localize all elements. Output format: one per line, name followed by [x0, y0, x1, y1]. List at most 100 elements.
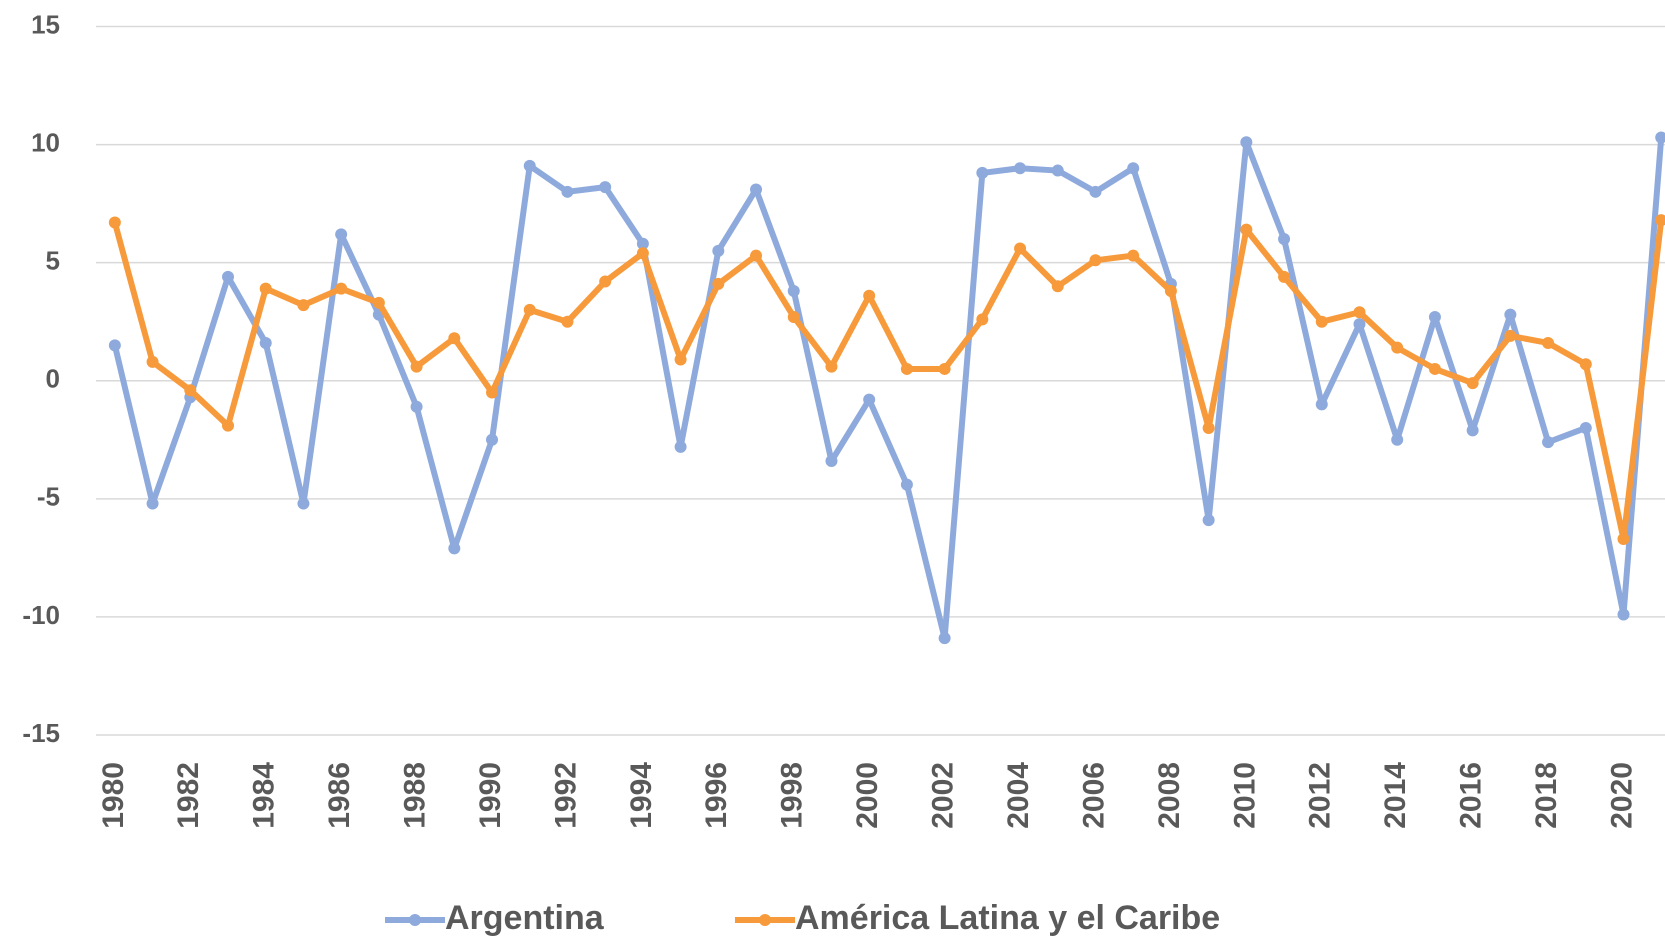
data-point: [1089, 254, 1102, 267]
data-point: [1504, 329, 1517, 342]
data-point: [1579, 421, 1592, 434]
series-line: [111, 219, 1665, 542]
x-tick-label: 2010: [1228, 762, 1261, 829]
data-point: [410, 400, 423, 413]
legend-marker: [759, 914, 771, 926]
data-point: [825, 455, 838, 468]
data-point: [372, 296, 385, 309]
x-tick-label: 2012: [1304, 762, 1337, 829]
data-point: [863, 393, 876, 406]
data-point: [1127, 162, 1140, 175]
x-tick-label: 1984: [248, 762, 281, 829]
y-tick-label: 5: [46, 246, 60, 276]
data-point: [297, 497, 310, 510]
data-point: [599, 181, 612, 194]
data-point: [1202, 421, 1215, 434]
data-point: [787, 285, 800, 298]
data-point: [1240, 136, 1253, 149]
x-tick-label: 1982: [172, 762, 205, 829]
data-point: [1466, 377, 1479, 390]
data-point: [222, 419, 235, 432]
data-point: [335, 282, 348, 295]
data-point: [335, 228, 348, 241]
y-tick-label: 0: [46, 364, 60, 394]
data-point: [1315, 398, 1328, 411]
y-tick-label: 15: [31, 9, 60, 39]
x-tick-label: 1994: [625, 762, 658, 829]
data-point: [636, 247, 649, 260]
x-tick-label: 2006: [1077, 762, 1110, 829]
data-point: [1466, 424, 1479, 437]
x-tick-label: 1986: [323, 762, 356, 829]
data-point: [108, 339, 121, 352]
data-point: [410, 360, 423, 373]
data-point: [523, 159, 536, 172]
x-tick-label: 1988: [399, 762, 432, 829]
data-point: [523, 303, 536, 316]
data-point: [1617, 608, 1630, 621]
data-point: [1391, 433, 1404, 446]
data-point: [976, 166, 989, 179]
x-tick-label: 2000: [851, 762, 884, 829]
x-tick-label: 1992: [549, 762, 582, 829]
data-point: [108, 216, 121, 229]
data-point: [712, 277, 725, 290]
y-tick-label: -10: [22, 600, 60, 630]
data-point: [1240, 223, 1253, 236]
x-tick-label: 2014: [1379, 762, 1412, 829]
data-point: [938, 362, 951, 375]
data-point: [1014, 162, 1027, 175]
data-point: [900, 478, 913, 491]
data-point: [636, 237, 649, 250]
data-point: [297, 299, 310, 312]
data-point: [1655, 131, 1665, 144]
data-point: [674, 440, 687, 453]
data-point: [1014, 242, 1027, 255]
data-point: [1542, 336, 1555, 349]
x-tick-label: 2002: [927, 762, 960, 829]
data-point: [674, 353, 687, 366]
series-line: [111, 137, 1665, 642]
x-tick-label: 2016: [1455, 762, 1488, 829]
data-point: [1655, 214, 1665, 227]
data-point: [259, 336, 272, 349]
data-point: [1278, 270, 1291, 283]
x-tick-label: 1990: [474, 762, 507, 829]
data-point: [1353, 306, 1366, 319]
data-point: [712, 244, 725, 257]
data-point: [1164, 285, 1177, 298]
y-tick-label: -15: [22, 718, 60, 748]
data-point: [448, 542, 461, 555]
legend-marker: [409, 914, 421, 926]
data-point: [486, 386, 499, 399]
data-point: [1504, 308, 1517, 321]
data-point: [1051, 280, 1064, 293]
data-point: [259, 282, 272, 295]
data-point: [1428, 310, 1441, 323]
data-point: [1089, 185, 1102, 198]
data-point: [561, 315, 574, 328]
data-point: [900, 362, 913, 375]
data-point: [448, 332, 461, 345]
data-point: [825, 360, 838, 373]
data-point: [1579, 358, 1592, 371]
data-point: [938, 632, 951, 645]
data-point: [486, 433, 499, 446]
data-point: [1391, 341, 1404, 354]
data-point: [1428, 362, 1441, 375]
data-point: [561, 185, 574, 198]
data-point: [1278, 233, 1291, 246]
data-point: [1051, 164, 1064, 177]
data-point: [1202, 514, 1215, 527]
data-point: [1127, 249, 1140, 262]
legend-label: Argentina: [445, 899, 605, 937]
x-tick-label: 2004: [1002, 762, 1035, 829]
data-point: [222, 270, 235, 283]
x-tick-label: 2020: [1605, 762, 1638, 829]
x-tick-label: 1980: [97, 762, 130, 829]
x-tick-label: 1998: [776, 762, 809, 829]
legend-label: América Latina y el Caribe: [795, 899, 1220, 937]
y-tick-label: -5: [37, 482, 60, 512]
data-point: [976, 313, 989, 326]
